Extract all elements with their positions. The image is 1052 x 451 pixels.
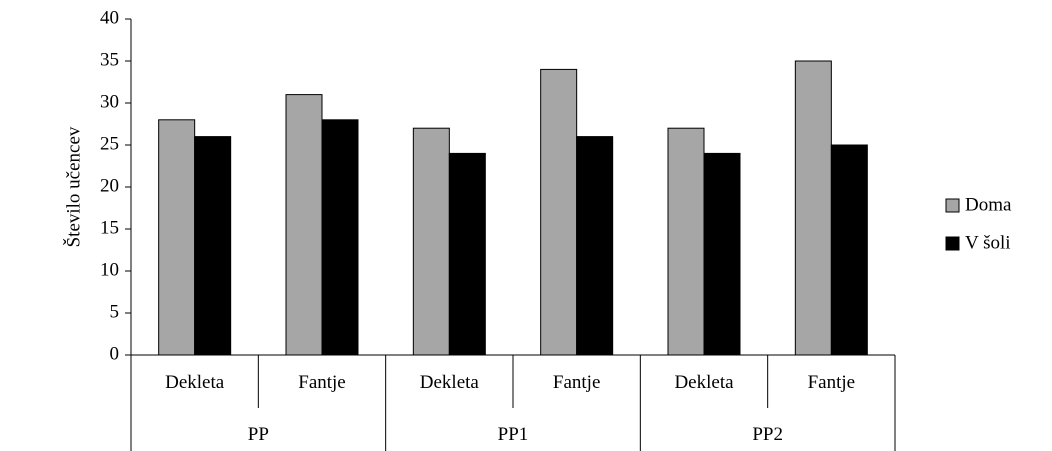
category-label: Fantje [553,372,601,393]
bars [158,60,868,356]
group-label: PP1 [498,424,529,445]
bar-v-soli-1 [194,136,232,356]
y-tick-label: 35 [100,49,119,70]
y-axis-label: Število učencev [62,126,84,247]
y-tick-label: 25 [100,133,119,154]
y-tick-label: 40 [100,7,119,28]
bar-v-soli-3 [448,152,486,356]
group-label: PP2 [752,424,783,445]
bar-doma-5 [667,127,705,356]
y-tick-label: 10 [100,259,119,280]
bar-v-soli-4 [576,136,614,356]
x-axis-labels: Dekleta Fantje Dekleta Fantje Dekleta Fantje P… [165,372,855,445]
bar-v-soli-6 [830,144,868,356]
y-tick-label: 30 [100,91,119,112]
y-tick-label: 15 [100,217,119,238]
category-label: Dekleta [674,372,734,393]
axes [130,19,896,451]
bar-v-soli-5 [703,152,741,356]
category-label: Dekleta [420,372,480,393]
legend-swatch [945,236,960,251]
legend-label: V šoli [965,232,1011,253]
y-tick-label: 0 [110,343,120,364]
bar-doma-6 [794,60,832,356]
bar-doma-3 [412,127,450,356]
category-label: Fantje [298,372,346,393]
category-label: Dekleta [165,372,225,393]
y-axis-ticks: 0 5 10 15 20 25 30 35 40 [100,7,131,364]
bar-doma-2 [285,94,323,356]
group-label: PP [248,424,269,445]
bar-doma-4 [540,68,578,356]
category-label: Fantje [808,372,856,393]
y-tick-label: 20 [100,175,119,196]
legend-swatch [945,198,960,213]
bar-doma-1 [158,119,196,356]
legend-label: Doma [965,194,1012,215]
y-tick-label: 5 [110,301,120,322]
legend: Doma V šoli [945,194,1012,253]
bar-v-soli-2 [321,119,359,356]
